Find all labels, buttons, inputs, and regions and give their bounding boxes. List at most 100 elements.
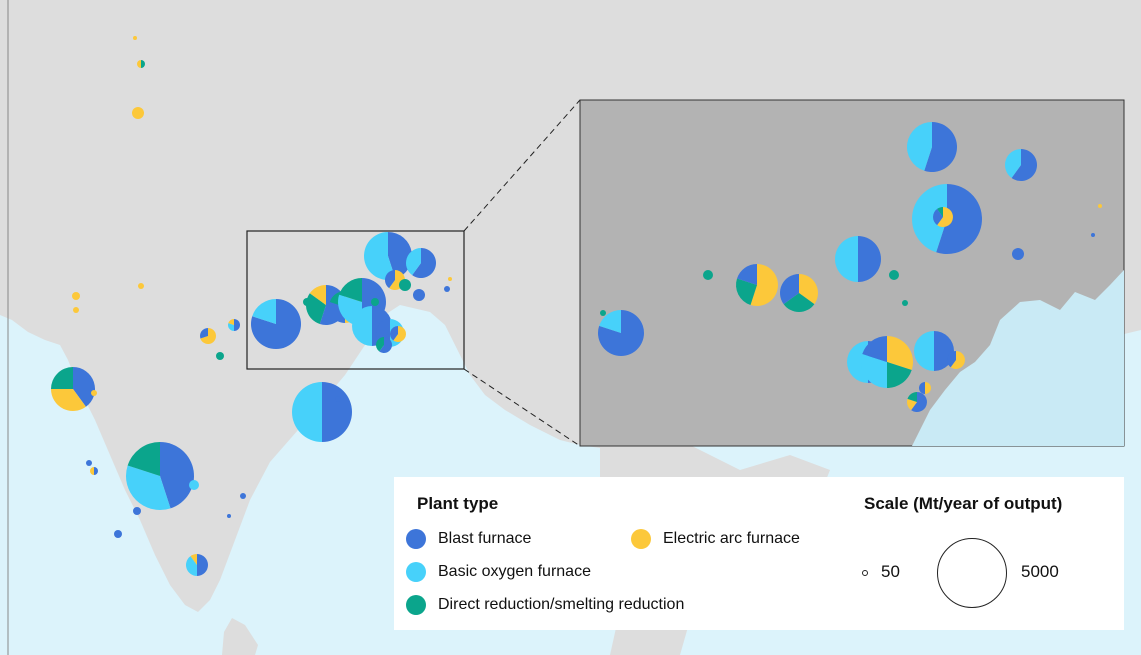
plant-marker (335, 396, 341, 402)
plant-marker-slice (912, 184, 947, 253)
plant-marker-slice (376, 337, 384, 352)
legend-label: Direct reduction/smelting reduction (438, 596, 685, 613)
plant-marker-slice (1011, 149, 1037, 181)
plant-markers (51, 36, 1102, 576)
plant-marker (137, 60, 145, 68)
plant-marker (138, 283, 144, 289)
plant-marker-slice (90, 467, 94, 475)
plant-marker-slice (947, 351, 956, 368)
plant-marker-slice (390, 326, 398, 341)
blast-furnace-swatch (406, 529, 426, 549)
plant-marker-slice (73, 367, 96, 407)
plant-marker-slice (919, 382, 925, 394)
plant-marker-slice (200, 328, 216, 344)
plant-marker-slice (858, 236, 881, 282)
plant-marker-slice (932, 208, 943, 226)
legend-label: Basic oxygen furnace (438, 563, 591, 580)
plant-marker-slice (737, 264, 757, 285)
plant-marker-slice (190, 554, 197, 565)
plant-marker-slice (364, 232, 396, 280)
plant-marker-slice (950, 351, 965, 370)
plant-marker-slice (924, 122, 958, 173)
plant-marker (448, 277, 452, 281)
plant-marker (72, 292, 80, 300)
plant-marker (390, 326, 406, 343)
plant-marker-slice (847, 341, 868, 383)
plant-marker (189, 480, 199, 490)
plant-marker-slice (937, 207, 943, 217)
plant-marker (1005, 149, 1037, 181)
plant-marker (399, 279, 411, 291)
plant-marker (73, 307, 79, 313)
plant-marker (376, 337, 392, 354)
plant-marker (133, 36, 137, 40)
plant-marker (1091, 233, 1095, 237)
plant-marker (780, 274, 818, 312)
plant-marker (1098, 204, 1102, 208)
zoom-line-top (463, 99, 581, 232)
plant-marker-slice (306, 293, 326, 325)
plant-marker-slice (736, 278, 757, 305)
plant-marker-slice (94, 467, 98, 475)
plant-marker-slice (780, 274, 799, 305)
plant-marker (907, 392, 927, 412)
plant-marker (914, 331, 954, 371)
plant-marker-slice (199, 328, 208, 339)
plant-marker-slice (1005, 149, 1021, 178)
plant-marker (600, 310, 606, 316)
plant-marker (444, 286, 450, 292)
scale-max-label: 5000 (1021, 562, 1059, 581)
legend-label: Blast furnace (438, 530, 532, 547)
plant-marker-slice (887, 336, 913, 371)
plant-marker (406, 248, 437, 279)
plant-marker-slice (936, 184, 983, 255)
plant-marker-slice (599, 310, 621, 333)
plant-marker-slice (384, 270, 395, 289)
plant-marker-slice (228, 319, 234, 325)
plant-marker-slice (234, 319, 240, 331)
electric-arc-furnace-swatch (631, 529, 651, 549)
plant-marker-slice (137, 60, 141, 68)
plant-marker-slice (783, 293, 815, 312)
plant-marker-slice (379, 337, 392, 354)
plant-marker-slice (393, 326, 406, 343)
plant-marker (912, 184, 983, 255)
basic-oxygen-furnace-swatch (406, 562, 426, 582)
scale-min-label: 50 (881, 562, 900, 581)
zoom-box (246, 230, 465, 370)
plant-marker (902, 300, 908, 306)
legend-scale-title: Scale (Mt/year of output) (864, 494, 1063, 513)
plant-marker-slice (197, 554, 208, 576)
plant-marker-slice (186, 556, 197, 576)
plant-marker-slice (887, 362, 912, 388)
plant-marker (703, 270, 713, 280)
plant-marker (251, 299, 301, 349)
plant-marker-slice (406, 248, 421, 276)
plant-marker (90, 467, 98, 475)
plant-marker (227, 514, 231, 518)
legend-item-basic-oxygen-furnace: Basic oxygen furnace (406, 562, 591, 582)
plant-marker (932, 207, 953, 227)
plant-marker-slice (914, 331, 934, 371)
plant-marker-slice (412, 248, 437, 279)
scale-circle-large (937, 538, 1007, 608)
plant-marker-slice (937, 207, 953, 227)
plant-marker (371, 298, 379, 306)
plant-marker (186, 554, 208, 576)
plant-marker (364, 232, 413, 280)
plant-marker (907, 122, 958, 173)
plant-marker (133, 507, 141, 515)
plant-marker (736, 264, 779, 307)
plant-marker (240, 493, 246, 499)
plant-marker-slice (252, 299, 276, 324)
plant-marker-slice (309, 285, 326, 305)
plant-marker-slice (911, 392, 927, 412)
plant-marker-slice (339, 278, 362, 302)
plant-marker-slice (835, 236, 858, 282)
plant-marker (861, 336, 913, 388)
plant-marker (86, 460, 92, 466)
plant-marker (132, 107, 144, 119)
plant-marker-slice (861, 353, 887, 388)
plant-marker-slice (125, 465, 171, 510)
legend-item-electric-arc-furnace: Electric arc furnace (631, 529, 800, 549)
